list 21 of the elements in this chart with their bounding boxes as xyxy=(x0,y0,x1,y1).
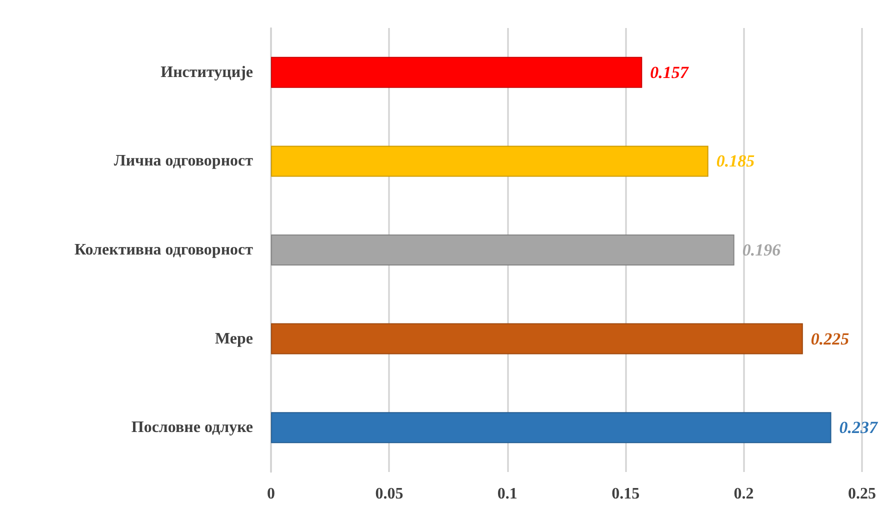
data-label: 0.157 xyxy=(650,62,690,82)
bar xyxy=(271,323,803,354)
x-tick-label: 0.15 xyxy=(612,486,640,502)
data-label: 0.196 xyxy=(742,240,782,260)
bar xyxy=(271,56,642,88)
bar xyxy=(271,234,734,266)
y-tick-label: Лична одговорност xyxy=(114,152,254,170)
x-tick-label: 0.25 xyxy=(848,486,876,502)
data-label: 0.225 xyxy=(810,329,850,348)
data-label: 0.185 xyxy=(716,152,756,171)
bar xyxy=(271,146,708,177)
y-tick-label: Институције xyxy=(160,64,253,81)
y-tick-label: Пословне одлуке xyxy=(131,419,253,436)
x-tick-label: 0.05 xyxy=(375,486,404,502)
y-tick-label: Колективна одговорност xyxy=(74,242,254,258)
y-tick-label: Мере xyxy=(215,330,253,348)
x-tick-label: 0.2 xyxy=(734,486,754,502)
data-label: 0.237 xyxy=(839,418,880,438)
bar xyxy=(271,412,832,444)
x-tick-label: 0.1 xyxy=(497,486,518,502)
x-tick-label: 0 xyxy=(267,486,275,502)
